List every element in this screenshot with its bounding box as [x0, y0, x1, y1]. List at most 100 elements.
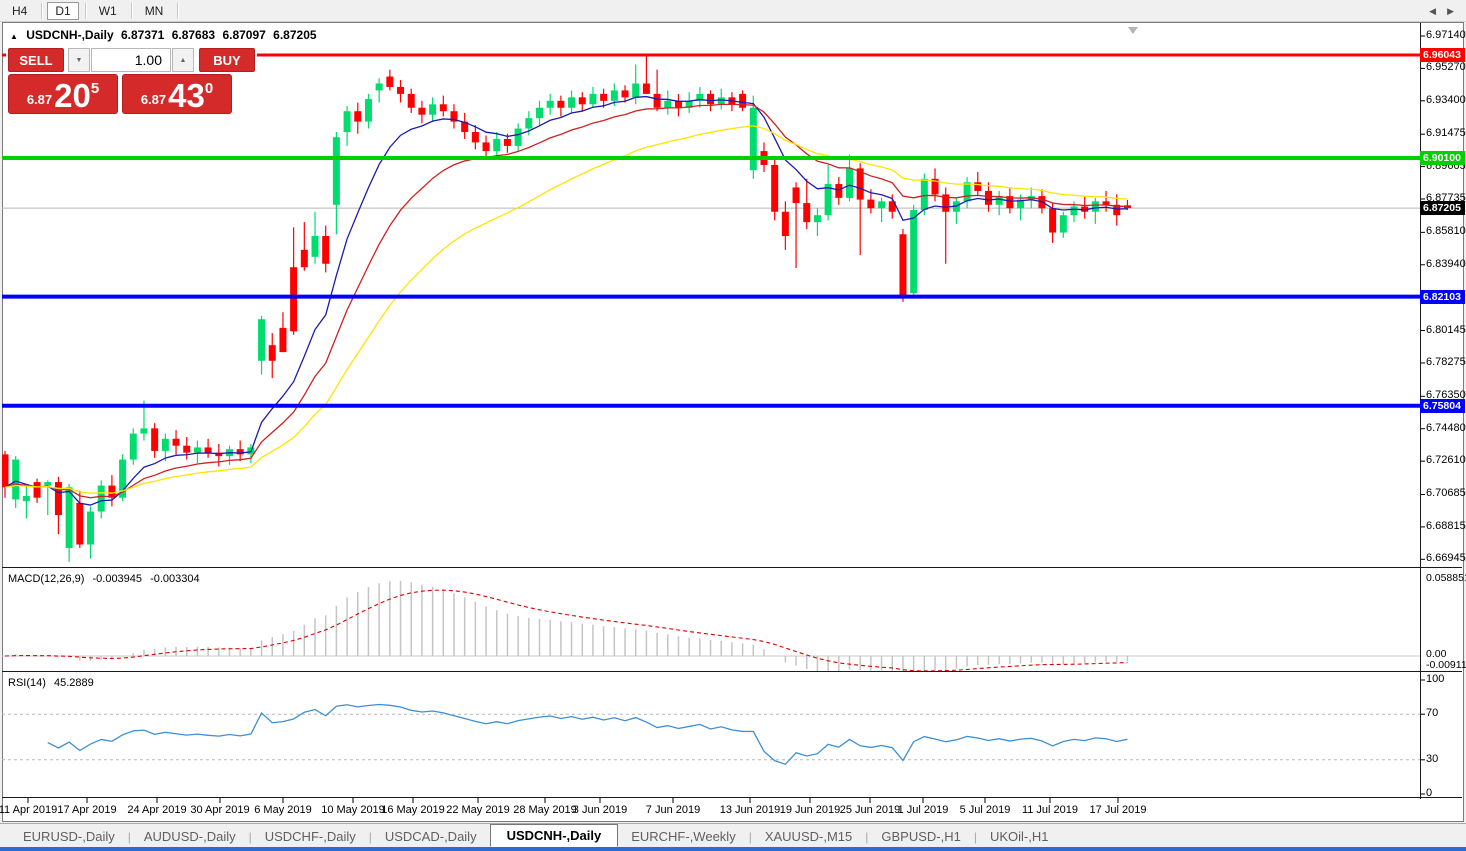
tab-usdchf-daily[interactable]: USDCHF-,Daily — [264, 829, 356, 844]
symbol-tab-bar: EURUSD-,Daily | AUDUSD-,Daily | USDCHF-,Dail… — [0, 823, 1466, 847]
price-level-badge: 6.87205 — [1420, 201, 1465, 216]
macd-rsi-divider[interactable] — [2, 671, 1462, 672]
date-axis-label: 24 Apr 2019 — [127, 804, 187, 816]
macd-axis-label: -0.009116 — [1426, 659, 1466, 671]
buy-button[interactable]: BUY — [199, 48, 255, 72]
rsi-value: 45.2889 — [53, 677, 94, 689]
tab-gbpusd-h1[interactable]: GBPUSD-,H1 — [881, 829, 961, 844]
tab-xauusd-m15[interactable]: XAUUSD-,M15 — [764, 829, 853, 844]
date-axis-label: 19 Jun 2019 — [779, 804, 841, 816]
price-axis-label: 6.93400 — [1426, 93, 1466, 106]
chart-window[interactable] — [2, 22, 1464, 822]
buy-price-button[interactable]: 6.87 43 0 — [122, 74, 232, 114]
ohlc-close: 6.87205 — [273, 28, 317, 42]
timeframe-button-mn[interactable]: MN — [144, 3, 164, 18]
tab-ukoil-h1[interactable]: UKOil-,H1 — [989, 829, 1049, 844]
tab-audusd-daily[interactable]: AUDUSD-,Daily — [143, 829, 236, 844]
date-axis-label: 16 May 2019 — [381, 804, 445, 816]
rsi-axis-label: 30 — [1426, 752, 1439, 765]
date-axis-label: 11 Jul 2019 — [1021, 804, 1079, 816]
timeframe-button-w1[interactable]: W1 — [98, 3, 117, 18]
main-macd-divider[interactable] — [2, 567, 1462, 568]
date-axis-label: 7 Jun 2019 — [645, 804, 701, 816]
tab-separator: | — [248, 830, 252, 844]
price-axis-label: 6.95270 — [1426, 61, 1466, 74]
price-level-badge: 6.75804 — [1420, 398, 1465, 413]
price-axis-label: 6.91475 — [1426, 127, 1466, 140]
chart-shift-marker-icon[interactable] — [1128, 27, 1138, 34]
price-axis-label: 6.97140 — [1426, 29, 1466, 41]
macd-label: MACD(12,26,9) -0.003945 -0.003304 — [8, 573, 205, 585]
toolbar-separator — [130, 2, 133, 19]
macd-axis-label: 0.00 — [1426, 648, 1447, 660]
price-axis-label: 6.68815 — [1426, 519, 1466, 532]
timeframe-button-d1[interactable]: D1 — [47, 1, 79, 20]
tab-separator: | — [127, 830, 131, 844]
price-level-badge: 6.82103 — [1420, 289, 1465, 304]
tab-scroll-right-icon[interactable]: ▶ — [1447, 6, 1454, 16]
buy-price-sup: 0 — [204, 80, 214, 97]
price-level-badge: 6.96043 — [1420, 48, 1465, 62]
tab-separator: | — [368, 830, 372, 844]
price-axis-label: 6.72610 — [1426, 454, 1466, 467]
buy-price-prefix: 6.87 — [140, 92, 167, 107]
price-axis-label: 6.85810 — [1426, 225, 1466, 238]
macd-axis-label: 0.058851 — [1426, 572, 1466, 584]
tab-separator: | — [865, 830, 869, 844]
date-axis-label: 6 May 2019 — [254, 804, 312, 816]
date-axis-label: 5 Jul 2019 — [959, 804, 1011, 816]
date-axis-label: 17 Jul 2019 — [1089, 804, 1147, 816]
tab-separator: | — [973, 830, 977, 844]
volume-increase-icon[interactable]: ▲ — [172, 48, 194, 72]
one-click-trading-panel: SELL ▼ 1.00 ▲ BUY 6.87 20 5 6.87 43 0 — [6, 46, 257, 116]
date-axis-label: 17 Apr 2019 — [57, 804, 117, 816]
price-axis-label: 6.87735 — [1426, 191, 1466, 204]
macd-name: MACD(12,26,9) — [8, 573, 85, 585]
chart-title: ▲ USDCNH-,Daily 6.87371 6.87683 6.87097 … — [10, 28, 321, 42]
volume-input[interactable]: 1.00 — [91, 48, 171, 72]
timeframe-button-h4[interactable]: H4 — [12, 3, 28, 18]
price-axis-label: 6.76350 — [1426, 389, 1466, 402]
sell-button[interactable]: SELL — [8, 48, 64, 72]
price-axis-label: 6.66945 — [1426, 552, 1466, 565]
sell-price-sup: 5 — [90, 80, 100, 97]
rsi-axis-label: 100 — [1426, 673, 1445, 685]
ohlc-low: 6.87097 — [222, 28, 266, 42]
tab-eurusd-daily[interactable]: EURUSD-,Daily — [23, 829, 115, 844]
toolbar-separator — [41, 2, 44, 19]
tab-scroll-left-icon[interactable]: ◀ — [1429, 6, 1436, 16]
price-axis-label: 6.74480 — [1426, 421, 1466, 434]
date-axis-label: 13 Jun 2019 — [719, 804, 781, 816]
rsi-axis-label: 0 — [1426, 787, 1433, 799]
rsi-label: RSI(14) 45.2889 — [8, 677, 99, 689]
timeframe-toolbar: H4 D1 W1 MN — [0, 0, 1466, 22]
rsi-name: RSI(14) — [8, 677, 46, 689]
buy-price-big: 43 — [168, 77, 205, 114]
date-axis-label: 3 Jun 2019 — [572, 804, 628, 816]
ohlc-high: 6.87683 — [171, 28, 216, 42]
date-axis-label: 1 Jul 2019 — [897, 804, 949, 816]
rsi-axis-label: 70 — [1426, 707, 1439, 720]
tab-usdcad-daily[interactable]: USDCAD-,Daily — [384, 829, 477, 844]
price-axis-label: 6.70685 — [1426, 487, 1466, 500]
date-axis-label: 10 May 2019 — [321, 804, 385, 816]
date-axis-label: 28 May 2019 — [513, 804, 577, 816]
price-axis-label: 6.80145 — [1426, 323, 1466, 336]
rsi-date-divider — [2, 797, 1462, 798]
volume-decrease-icon[interactable]: ▼ — [68, 48, 90, 72]
tab-eurchf-weekly[interactable]: EURCHF-,Weekly — [631, 829, 736, 844]
price-axis-label: 6.83940 — [1426, 257, 1466, 270]
tab-separator: | — [748, 830, 752, 844]
toolbar-separator — [84, 2, 87, 19]
toolbar-separator — [177, 2, 180, 19]
price-axis-label: 6.78275 — [1426, 355, 1466, 368]
date-axis-label: 11 Apr 2019 — [0, 804, 58, 816]
ohlc-open: 6.87371 — [120, 28, 165, 42]
sell-price-button[interactable]: 6.87 20 5 — [8, 74, 118, 114]
sell-price-prefix: 6.87 — [26, 92, 53, 107]
macd-value: -0.003945 — [92, 573, 143, 585]
tab-usdcnh-daily[interactable]: USDCNH-,Daily — [489, 824, 619, 847]
date-axis-label: 25 Jun 2019 — [839, 804, 901, 816]
one-click-panel-toggle-icon[interactable]: ▲ — [10, 32, 18, 41]
